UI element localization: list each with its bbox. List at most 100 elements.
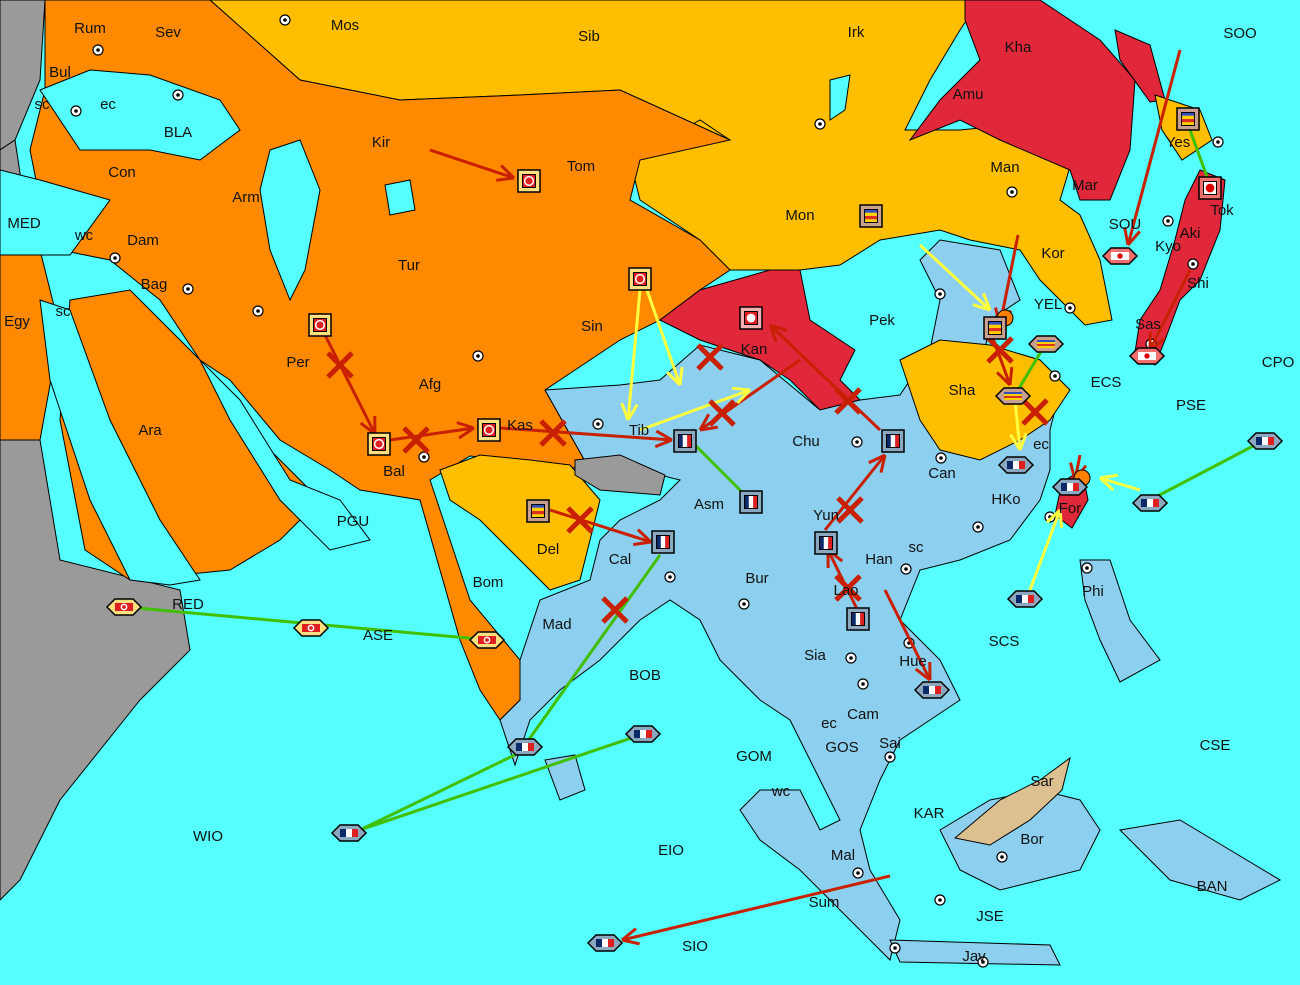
order-line <box>1013 344 1047 396</box>
region-label: Per <box>286 354 309 371</box>
turkey-fleet[interactable] <box>292 619 330 637</box>
turkey-army[interactable] <box>367 432 391 456</box>
france-fleet[interactable] <box>1131 494 1169 512</box>
region-label: Lao <box>833 582 858 599</box>
region-label: Afg <box>419 376 442 393</box>
region-label: sc <box>35 96 51 113</box>
turkey-fleet[interactable] <box>105 598 143 616</box>
region-label: Chu <box>792 433 820 450</box>
islands <box>1118 819 1282 901</box>
order-line <box>823 454 887 531</box>
region-label: sc <box>56 303 72 320</box>
china-fleet[interactable] <box>994 387 1032 405</box>
region-label: BLA <box>164 124 192 141</box>
china-fleet[interactable] <box>1027 335 1065 353</box>
japan-fleet[interactable] <box>1128 347 1166 365</box>
crescent-flag-icon <box>478 636 496 644</box>
order-line <box>996 371 1012 387</box>
region-label: Sev <box>155 24 181 41</box>
france-fleet[interactable] <box>1051 478 1089 496</box>
region-label: HKo <box>991 491 1020 508</box>
turkey-army[interactable] <box>517 169 541 193</box>
china-army[interactable] <box>859 204 883 228</box>
region-label: Sha <box>949 382 976 399</box>
order-line <box>389 426 475 442</box>
order-line <box>834 574 862 602</box>
region-label: Man <box>990 159 1019 176</box>
france-army[interactable] <box>881 429 905 453</box>
region-label: Cal <box>609 551 632 568</box>
region-label: Han <box>865 551 893 568</box>
tricolor-flag-icon <box>516 743 534 751</box>
france-army[interactable] <box>846 607 870 631</box>
russia-army[interactable] <box>739 306 763 330</box>
region-label: ec <box>1033 436 1049 453</box>
tricolor-flag-icon <box>886 434 900 448</box>
region-label: Egy <box>4 313 30 330</box>
france-fleet[interactable] <box>1006 590 1044 608</box>
order-line <box>1099 476 1141 492</box>
order-line <box>402 426 430 454</box>
region-label: CPO <box>1262 354 1295 371</box>
china-army[interactable] <box>1176 107 1200 131</box>
region-label: KAR <box>914 805 945 822</box>
region-label: GOS <box>825 739 858 756</box>
region-label: PGU <box>337 513 370 530</box>
france-fleet[interactable] <box>997 456 1035 474</box>
order-line <box>359 748 526 832</box>
region-label: Hue <box>899 653 927 670</box>
france-fleet[interactable] <box>1246 432 1284 450</box>
crescent-flag-icon <box>313 318 327 332</box>
region-label: Sia <box>804 647 826 664</box>
turkey-territory <box>29 0 732 721</box>
units-layer[interactable] <box>105 107 1284 952</box>
order-line <box>699 425 719 432</box>
turkey-army[interactable] <box>477 418 501 442</box>
region-label: SCS <box>989 633 1020 650</box>
region-label: Tok <box>1210 202 1234 219</box>
order-line <box>632 540 652 547</box>
region-label: Mar <box>1072 177 1098 194</box>
france-army[interactable] <box>814 531 838 555</box>
region-label: WIO <box>193 828 223 845</box>
region-label: YEL <box>1034 296 1062 313</box>
region-label: BOB <box>629 667 661 684</box>
france-army[interactable] <box>739 490 763 514</box>
japan-army[interactable] <box>1198 176 1222 200</box>
france-fleet[interactable] <box>330 824 368 842</box>
turkey-army[interactable] <box>308 313 332 337</box>
neutral-land <box>0 0 46 151</box>
region-label: wc <box>771 783 791 800</box>
tricolor-flag-icon <box>1256 437 1274 445</box>
order-line <box>566 506 594 534</box>
region-label: Tom <box>567 158 595 175</box>
france-fleet[interactable] <box>624 725 662 743</box>
lake <box>829 74 851 121</box>
order-line <box>499 426 673 442</box>
region-label: Tur <box>398 257 420 274</box>
france-army[interactable] <box>651 530 675 554</box>
china-army[interactable] <box>526 499 550 523</box>
china-army[interactable] <box>983 316 1007 340</box>
region-label: Phi <box>1082 583 1104 600</box>
tricolor-flag-icon <box>1141 499 1159 507</box>
order-line <box>1045 508 1062 524</box>
order-line <box>1126 230 1141 246</box>
japan-fleet[interactable] <box>1101 247 1139 265</box>
order-line <box>429 148 515 180</box>
turkey-fleet[interactable] <box>468 631 506 649</box>
france-fleet[interactable] <box>506 738 544 756</box>
region-label: Sib <box>578 28 600 45</box>
region-label: Mad <box>542 616 571 633</box>
france-fleet[interactable] <box>586 934 624 952</box>
order-line <box>620 402 630 421</box>
order-line <box>972 303 991 312</box>
france-fleet[interactable] <box>913 681 951 699</box>
order-line <box>834 387 862 415</box>
order-line <box>639 388 751 432</box>
order-line <box>698 413 711 431</box>
france-army[interactable] <box>673 429 697 453</box>
turkey-army[interactable] <box>628 267 652 291</box>
